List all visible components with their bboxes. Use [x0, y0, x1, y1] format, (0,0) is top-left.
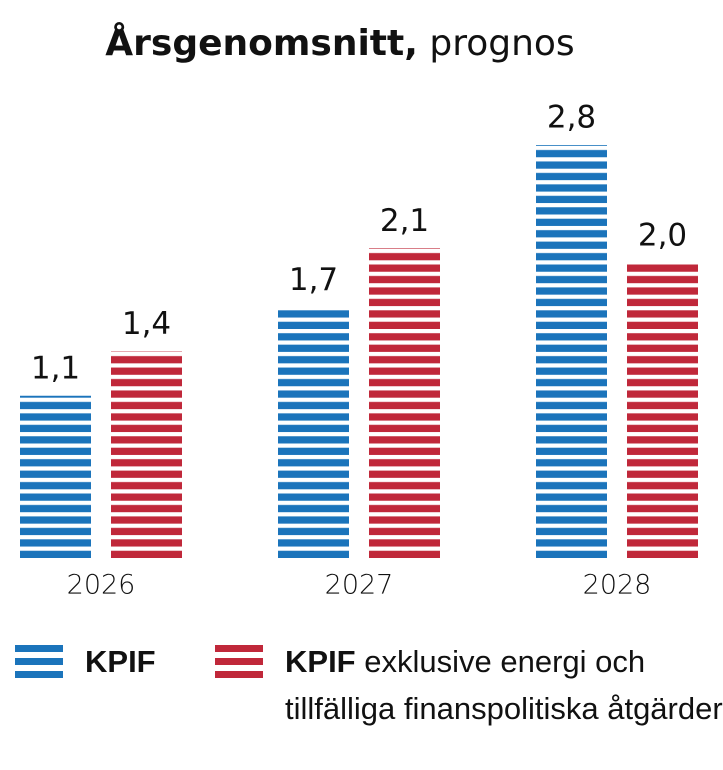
data-label: 2,0 [638, 218, 687, 254]
data-label: 1,4 [122, 306, 171, 342]
legend-bold: KPIF [285, 644, 356, 679]
legend-swatch [215, 671, 263, 678]
legend-bold: KPIF [85, 644, 156, 679]
legend-swatch [215, 658, 263, 665]
legend-swatch [15, 671, 63, 678]
bar [278, 307, 349, 558]
legend-swatch [15, 658, 63, 665]
legend-label: KPIF exklusive energi och tillfälliga fi… [285, 644, 723, 726]
data-label: 1,1 [31, 350, 80, 386]
legend-swatch [15, 645, 63, 652]
bar [111, 351, 182, 558]
data-label: 2,1 [380, 203, 429, 239]
bar [20, 395, 91, 558]
legend-swatch [215, 645, 263, 652]
x-tick-label: 2027 [325, 570, 394, 601]
bar [627, 263, 698, 558]
x-tick-label: 2026 [67, 570, 136, 601]
data-label: 1,7 [289, 262, 338, 298]
title-rest: prognos [429, 23, 574, 64]
data-label: 2,8 [547, 100, 596, 136]
chart-title: Årsgenomsnitt, prognos [105, 22, 574, 64]
legend-label: KPIF [85, 638, 156, 685]
title-bold: Årsgenomsnitt, [105, 22, 418, 64]
bar [369, 248, 440, 558]
bar [536, 145, 607, 558]
x-tick-label: 2028 [583, 570, 652, 601]
